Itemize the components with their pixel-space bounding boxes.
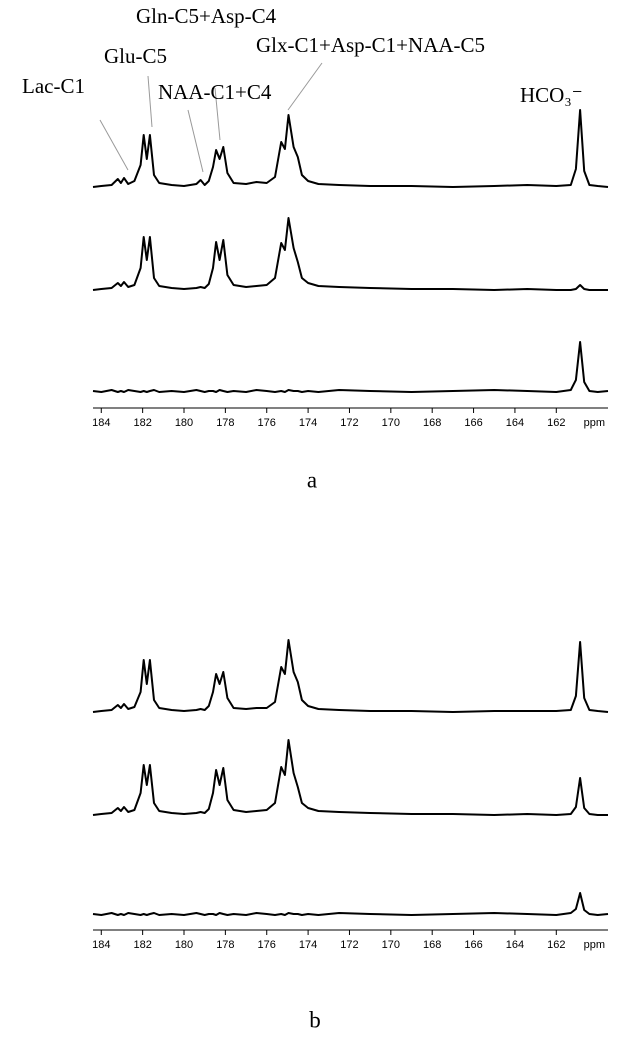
x-axis-label: ppm (584, 939, 605, 951)
peak-annotation: Lac-C1 (22, 74, 85, 98)
x-tick-label: 178 (216, 417, 234, 429)
x-tick-label: 162 (547, 939, 565, 951)
spectrum (92, 892, 609, 916)
peak-annotation: HCO₃⁻ (520, 83, 583, 107)
peak-annotation: Glu-C5 (104, 44, 167, 68)
peak-annotation: Gln-C5+Asp-C4 (136, 4, 277, 28)
spectrum (92, 109, 609, 188)
x-tick-label: 172 (340, 939, 358, 951)
x-tick-label: 164 (506, 417, 524, 429)
x-tick-label: 164 (506, 939, 524, 951)
x-tick-label: 166 (464, 417, 482, 429)
x-tick-label: 170 (382, 939, 400, 951)
panel-caption: b (309, 1007, 321, 1032)
x-tick-label: 162 (547, 417, 565, 429)
x-tick-label: 174 (299, 417, 317, 429)
x-tick-label: 182 (133, 417, 151, 429)
leader-line (99, 119, 129, 171)
leader-line (287, 62, 323, 111)
panel-caption: a (307, 467, 317, 492)
leader-line (147, 75, 153, 128)
x-tick-label: 184 (92, 939, 110, 951)
x-axis-label: ppm (584, 417, 605, 429)
x-tick-label: 174 (299, 939, 317, 951)
spectrum (92, 639, 609, 713)
x-tick-label: 176 (258, 939, 276, 951)
spectrum (92, 739, 608, 816)
x-tick-label: 180 (175, 417, 193, 429)
spectrum (92, 341, 609, 393)
x-tick-label: 182 (133, 939, 151, 951)
x-tick-label: 180 (175, 939, 193, 951)
peak-annotation: NAA-C1+C4 (158, 80, 272, 104)
peak-annotation: Glx-C1+Asp-C1+NAA-C5 (256, 33, 485, 57)
x-tick-label: 172 (340, 417, 358, 429)
x-tick-label: 184 (92, 417, 110, 429)
spectrum (92, 217, 608, 291)
leader-line (187, 109, 204, 173)
x-tick-label: 178 (216, 939, 234, 951)
x-tick-label: 176 (258, 417, 276, 429)
leader-line (214, 87, 221, 141)
x-tick-label: 170 (382, 417, 400, 429)
x-tick-label: 168 (423, 939, 441, 951)
x-tick-label: 168 (423, 417, 441, 429)
x-tick-label: 166 (464, 939, 482, 951)
